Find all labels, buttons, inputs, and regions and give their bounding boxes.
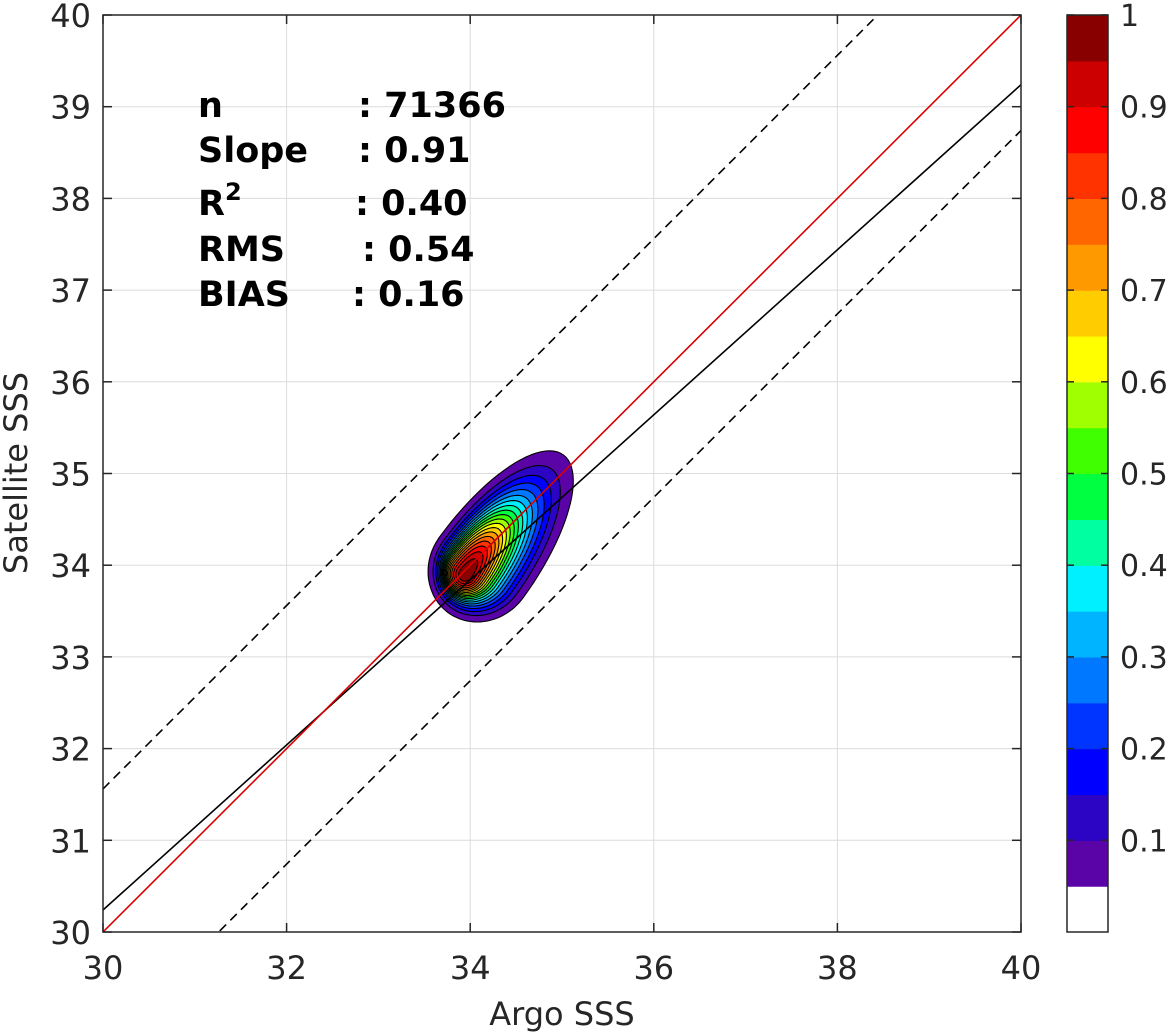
colorbar-tick-label: 0.5 [1120,458,1168,493]
colorbar-tick-label: 0.7 [1120,274,1168,309]
colorbar-band [1067,198,1108,245]
colorbar: 0.1 0.2 0.3 0.4 0.5 0.6 0.7 0.8 0.9 1 [1066,0,1168,933]
x-tick-label: 38 [817,949,858,987]
stats-annotation: n : 71366 Slope : 0.91 R2 : 0.40 RMS : 0.54 BIAS… [198,86,506,315]
colorbar-band [1067,748,1108,796]
colorbar-band [1067,381,1108,429]
stat-label-text: n [198,86,223,126]
y-tick-label: 33 [50,639,91,677]
stat-value: : 0.16 [352,275,465,315]
stat-value: : 0.91 [358,131,471,171]
colorbar-tick-label: 0.9 [1120,91,1168,126]
colorbar-band [1067,565,1108,612]
y-tick-label: 30 [50,914,91,952]
stat-label-text: Slope [198,131,308,171]
regression-fit-line [103,84,1021,911]
y-tick-label: 36 [50,364,91,402]
colorbar-tick-label: 0.6 [1120,366,1168,401]
colorbar-band [1067,335,1108,383]
lower-bound-line [217,129,1021,932]
colorbar-band [1067,427,1108,475]
colorbar-band [1067,60,1108,108]
colorbar-band [1067,840,1108,887]
y-tick-label: 31 [50,822,91,860]
colorbar-band [1067,519,1108,566]
x-tick-label: 34 [450,949,491,987]
colorbar-tick-label: 1 [1120,0,1139,34]
y-tick-label: 39 [50,89,91,127]
stat-value: : 0.40 [355,184,468,224]
colorbar-tick-label: 0.1 [1120,824,1168,859]
colorbar-band [1067,886,1108,933]
stat-superscript: 2 [225,178,242,206]
x-axis-label: Argo SSS [489,995,634,1033]
axis-ticks: 30 32 34 36 38 40 30 31 32 33 34 35 36 37 38 39 40 [50,0,1041,987]
x-tick-label: 32 [266,949,307,987]
stat-label-text: RMS [198,230,285,270]
colorbar-band [1067,794,1108,841]
y-axis-label: Satellite SSS [0,372,35,574]
colorbar-tick-label: 0.4 [1120,549,1168,584]
colorbar-band [1067,611,1108,658]
stat-label: Slope [198,131,308,171]
x-tick-label: 30 [83,949,124,987]
one-to-one-line [103,15,1021,932]
x-tick-label: 36 [633,949,674,987]
y-tick-label: 32 [50,731,91,769]
stat-label: R2 [198,178,242,224]
y-tick-label: 37 [50,272,91,310]
colorbar-tick-label: 0.2 [1120,733,1168,768]
colorbar-band [1067,290,1108,337]
colorbar-band [1067,106,1108,154]
stat-label: RMS [198,230,285,270]
stat-value: : 0.54 [362,230,475,270]
y-tick-label: 34 [50,547,91,585]
colorbar-band [1067,702,1108,750]
colorbar-tick-label: 0.3 [1120,641,1168,676]
grid [102,14,1022,933]
colorbar-band [1067,152,1108,199]
upper-bound-line [103,15,879,790]
stat-label-text: BIAS [198,275,290,315]
y-tick-label: 35 [50,456,91,494]
colorbar-band [1067,473,1108,520]
y-tick-label: 38 [50,180,91,218]
stat-label: n [198,86,223,126]
colorbar-band [1067,244,1108,291]
y-tick-label: 40 [50,0,91,35]
stat-value: : 71366 [358,86,506,126]
colorbar-tick-label: 0.8 [1120,182,1168,217]
colorbar-band [1067,15,1108,62]
colorbar-band [1067,656,1108,704]
stat-label: BIAS [198,275,290,315]
x-tick-label: 40 [1001,949,1042,987]
stat-label-text: R [198,184,225,224]
contour-level [458,558,479,582]
reference-lines [103,15,1021,932]
